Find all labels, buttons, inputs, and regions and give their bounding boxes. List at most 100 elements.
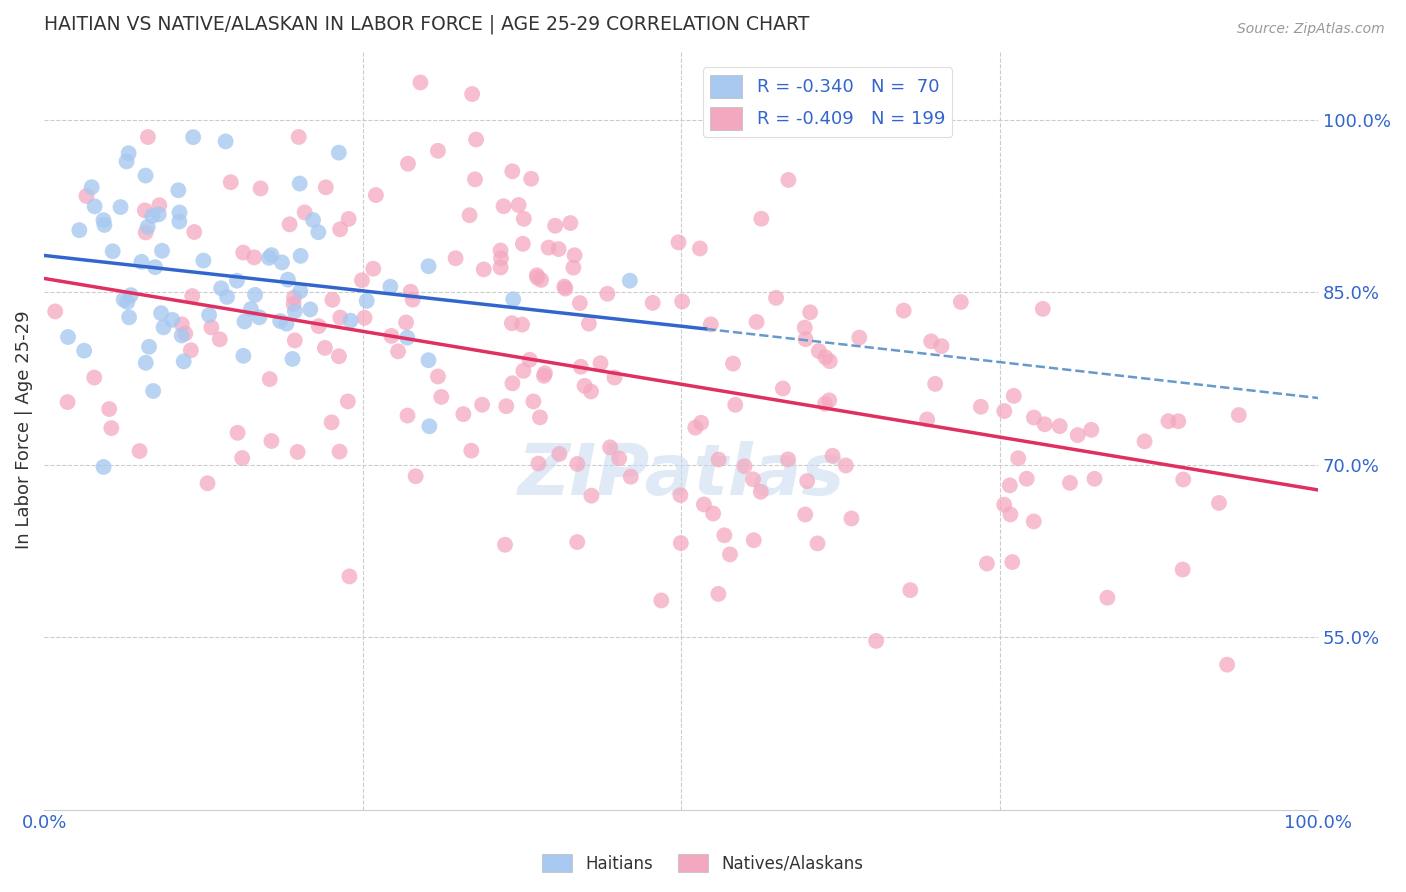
Point: [328, 145, 350, 160]
Point: [772, 382, 794, 396]
Point: [1033, 417, 1056, 432]
Point: [120, 288, 142, 302]
Point: [150, 306, 173, 320]
Point: [418, 419, 440, 434]
Point: [93, 213, 115, 227]
Point: [73, 343, 96, 358]
Point: [564, 248, 586, 262]
Point: [409, 75, 432, 89]
Point: [569, 359, 592, 374]
Point: [314, 341, 336, 355]
Point: [513, 211, 536, 226]
Point: [603, 370, 626, 384]
Point: [214, 135, 236, 149]
Point: [339, 313, 361, 327]
Point: [260, 248, 283, 262]
Point: [135, 169, 157, 183]
Point: [231, 450, 253, 465]
Point: [533, 368, 555, 383]
Point: [181, 289, 204, 303]
Point: [685, 420, 707, 434]
Point: [83, 199, 105, 213]
Point: [548, 447, 571, 461]
Point: [807, 76, 830, 90]
Point: [848, 330, 870, 344]
Point: [1083, 472, 1105, 486]
Point: [976, 557, 998, 571]
Legend: Haitians, Natives/Alaskans: Haitians, Natives/Alaskans: [536, 847, 870, 880]
Point: [745, 315, 768, 329]
Point: [56, 395, 79, 409]
Point: [162, 313, 184, 327]
Point: [284, 304, 307, 318]
Point: [794, 332, 817, 346]
Point: [534, 366, 557, 380]
Point: [993, 404, 1015, 418]
Point: [553, 279, 575, 293]
Point: [329, 222, 352, 236]
Point: [315, 180, 337, 194]
Point: [418, 259, 440, 273]
Point: [690, 416, 713, 430]
Point: [799, 305, 821, 319]
Point: [693, 498, 716, 512]
Point: [465, 132, 488, 146]
Point: [1001, 555, 1024, 569]
Point: [818, 354, 841, 368]
Point: [336, 394, 359, 409]
Point: [259, 372, 281, 386]
Point: [835, 458, 858, 473]
Point: [793, 320, 815, 334]
Point: [915, 412, 938, 426]
Point: [512, 364, 534, 378]
Point: [426, 369, 449, 384]
Point: [1097, 591, 1119, 605]
Point: [131, 255, 153, 269]
Point: [749, 211, 772, 226]
Point: [998, 478, 1021, 492]
Point: [269, 314, 291, 328]
Point: [702, 507, 724, 521]
Point: [93, 218, 115, 232]
Point: [180, 343, 202, 358]
Point: [83, 370, 105, 384]
Point: [136, 219, 159, 234]
Point: [110, 200, 132, 214]
Point: [530, 273, 553, 287]
Point: [619, 274, 641, 288]
Point: [529, 410, 551, 425]
Point: [794, 508, 817, 522]
Point: [512, 236, 534, 251]
Point: [1022, 515, 1045, 529]
Point: [277, 273, 299, 287]
Point: [589, 356, 612, 370]
Point: [219, 175, 242, 189]
Point: [568, 296, 591, 310]
Point: [294, 205, 316, 219]
Point: [707, 587, 730, 601]
Point: [257, 251, 280, 265]
Legend: R = -0.340   N =  70, R = -0.409   N = 199: R = -0.340 N = 70, R = -0.409 N = 199: [703, 68, 952, 137]
Point: [818, 393, 841, 408]
Point: [329, 310, 352, 325]
Point: [472, 262, 495, 277]
Point: [170, 318, 193, 332]
Point: [112, 293, 135, 307]
Point: [249, 181, 271, 195]
Point: [287, 130, 309, 145]
Point: [494, 538, 516, 552]
Point: [1015, 472, 1038, 486]
Point: [778, 452, 800, 467]
Point: [56, 330, 79, 344]
Point: [226, 274, 249, 288]
Point: [271, 255, 294, 269]
Point: [198, 308, 221, 322]
Point: [508, 198, 530, 212]
Point: [796, 474, 818, 488]
Point: [537, 241, 560, 255]
Point: [402, 293, 425, 307]
Point: [328, 444, 350, 458]
Point: [243, 251, 266, 265]
Point: [671, 294, 693, 309]
Point: [689, 242, 711, 256]
